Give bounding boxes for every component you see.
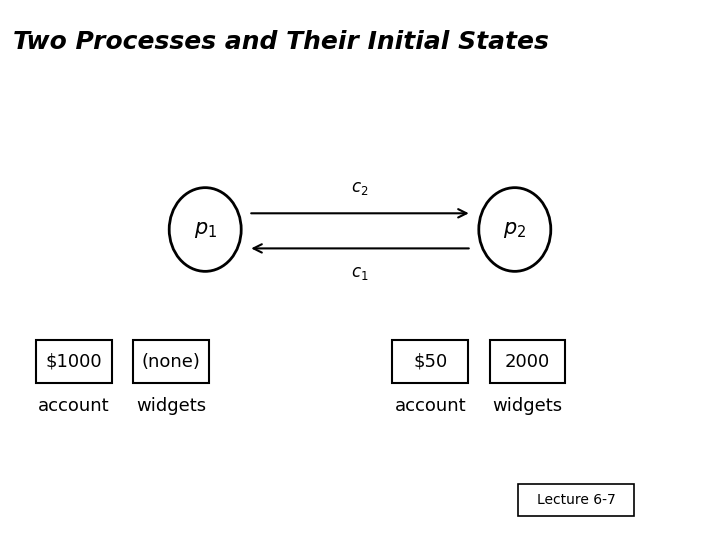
Text: $p_{2}$: $p_{2}$ xyxy=(503,219,526,240)
Bar xyxy=(133,340,209,383)
Text: account: account xyxy=(38,397,109,415)
Text: $c_{1}$: $c_{1}$ xyxy=(351,265,369,281)
Text: $50: $50 xyxy=(413,353,447,371)
Text: Two Processes and Their Initial States: Two Processes and Their Initial States xyxy=(13,30,549,53)
Text: (none): (none) xyxy=(142,353,200,371)
Text: widgets: widgets xyxy=(492,397,562,415)
Text: $1000: $1000 xyxy=(45,353,102,371)
Text: 2000: 2000 xyxy=(505,353,550,371)
Text: $c_{2}$: $c_{2}$ xyxy=(351,180,369,197)
Text: account: account xyxy=(395,397,466,415)
Text: Lecture 6-7: Lecture 6-7 xyxy=(536,493,616,507)
Text: widgets: widgets xyxy=(136,397,206,415)
Bar xyxy=(36,340,112,383)
Bar xyxy=(490,340,565,383)
Text: $p_{1}$: $p_{1}$ xyxy=(194,219,217,240)
Bar xyxy=(392,340,468,383)
Bar xyxy=(518,484,634,516)
